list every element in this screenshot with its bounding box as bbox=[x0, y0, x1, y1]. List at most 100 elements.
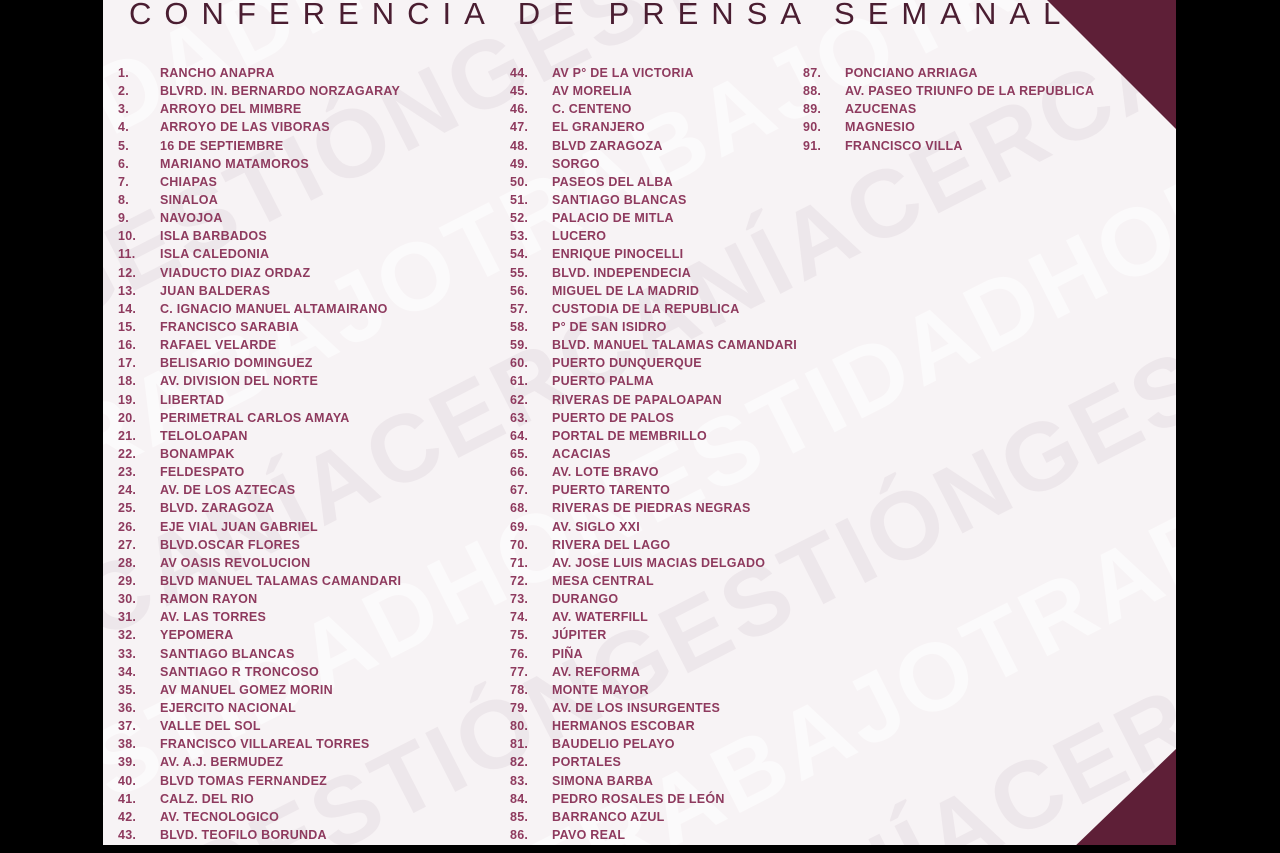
list-item-label: BLVD TOMAS FERNANDEZ bbox=[160, 773, 328, 788]
list-item-number: 15. bbox=[118, 320, 137, 335]
list-item: 3. ARROYO DEL MIMBRE bbox=[118, 100, 401, 118]
list-item: 15. FRANCISCO SARABIA bbox=[118, 318, 401, 336]
list-item-number: 20. bbox=[118, 410, 137, 425]
list-item: 41. CALZ. DEL RIO bbox=[118, 790, 401, 808]
list-item-number: 38. bbox=[118, 737, 137, 752]
list-item-label: BARRANCO AZUL bbox=[552, 809, 665, 824]
list-item-number: 65. bbox=[510, 447, 529, 462]
list-item: 54. ENRIQUE PINOCELLI bbox=[510, 245, 797, 263]
list-item: 36. EJERCITO NACIONAL bbox=[118, 699, 401, 717]
list-item: 48. BLVD ZARAGOZA bbox=[510, 137, 797, 155]
list-item: 66. AV. LOTE BRAVO bbox=[510, 463, 797, 481]
list-item-number: 6. bbox=[118, 156, 129, 171]
list-item-label: BLVD. ZARAGOZA bbox=[160, 501, 275, 516]
list-item: 79. AV. DE LOS INSURGENTES bbox=[510, 699, 797, 717]
list-item: 55. BLVD. INDEPENDECIA bbox=[510, 264, 797, 282]
list-item-number: 16. bbox=[118, 338, 137, 353]
list-item: 17. BELISARIO DOMINGUEZ bbox=[118, 354, 401, 372]
list-item-number: 81. bbox=[510, 737, 529, 752]
list-item-number: 32. bbox=[118, 628, 137, 643]
list-item: 53. LUCERO bbox=[510, 227, 797, 245]
list-item: 73. DURANGO bbox=[510, 590, 797, 608]
list-item-number: 34. bbox=[118, 664, 137, 679]
list-item-number: 46. bbox=[510, 102, 529, 117]
list-item-label: AV. LAS TORRES bbox=[160, 610, 267, 625]
list-item-label: AV. SIGLO XXI bbox=[552, 519, 640, 534]
list-item-label: LIBERTAD bbox=[160, 392, 225, 407]
list-item-number: 60. bbox=[510, 356, 529, 371]
list-item: 21. TELOLOAPAN bbox=[118, 427, 401, 445]
list-item: 7. CHIAPAS bbox=[118, 173, 401, 191]
list-item-label: AV. REFORMA bbox=[552, 664, 641, 679]
list-item-label: BLVD.OSCAR FLORES bbox=[160, 537, 301, 552]
list-item-number: 70. bbox=[510, 537, 529, 552]
list-item-number: 67. bbox=[510, 483, 529, 498]
list-item: 83. SIMONA BARBA bbox=[510, 771, 797, 789]
list-item: 5. 16 DE SEPTIEMBRE bbox=[118, 137, 401, 155]
list-item: 75. JÚPITER bbox=[510, 626, 797, 644]
list-item-label: BONAMPAK bbox=[160, 447, 235, 462]
list-item-label: MARIANO MATAMOROS bbox=[160, 156, 309, 171]
list-item: 62. RIVERAS DE PAPALOAPAN bbox=[510, 391, 797, 409]
list-item-number: 78. bbox=[510, 682, 529, 697]
list-item-label: BLVD MANUEL TALAMAS CAMANDARI bbox=[160, 574, 402, 588]
list-item: 46. C. CENTENO bbox=[510, 100, 797, 118]
list-item: 60. PUERTO DUNQUERQUE bbox=[510, 354, 797, 372]
list-item: 29. BLVD MANUEL TALAMAS CAMANDARI bbox=[118, 572, 401, 590]
list-item-number: 36. bbox=[118, 700, 137, 715]
list-item-number: 22. bbox=[118, 447, 137, 462]
list-item-label: SORGO bbox=[552, 156, 600, 171]
list-item-label: BELISARIO DOMINGUEZ bbox=[160, 356, 313, 371]
list-item-label: P° DE SAN ISIDRO bbox=[552, 320, 667, 335]
list-item-number: 19. bbox=[118, 392, 137, 407]
list-item-label: LUCERO bbox=[552, 229, 607, 244]
list-item: 11. ISLA CALEDONIA bbox=[118, 245, 401, 263]
list-item-label: EJE VIAL JUAN GABRIEL bbox=[160, 519, 318, 534]
list-item-label: PUERTO DUNQUERQUE bbox=[552, 356, 702, 371]
list-item-number: 1. bbox=[118, 66, 129, 81]
list-item: 85. BARRANCO AZUL bbox=[510, 808, 797, 826]
list-item-number: 9. bbox=[118, 211, 129, 226]
list-item-number: 31. bbox=[118, 610, 137, 625]
list-item: 78. MONTE MAYOR bbox=[510, 681, 797, 699]
list-item: 25. BLVD. ZARAGOZA bbox=[118, 499, 401, 517]
list-item-label: RAMON RAYON bbox=[160, 592, 258, 607]
list-item-label: HERMANOS ESCOBAR bbox=[552, 719, 695, 734]
list-item: 76. PIÑA bbox=[510, 645, 797, 663]
list-item-number: 48. bbox=[510, 138, 529, 153]
list-item: 80. HERMANOS ESCOBAR bbox=[510, 717, 797, 735]
list-item: 50. PASEOS DEL ALBA bbox=[510, 173, 797, 191]
list-item-label: MESA CENTRAL bbox=[552, 574, 654, 588]
list-item-number: 18. bbox=[118, 374, 137, 389]
list-item: 71. AV. JOSE LUIS MACIAS DELGADO bbox=[510, 554, 797, 572]
list-item: 82. PORTALES bbox=[510, 753, 797, 771]
list-item-number: 47. bbox=[510, 120, 529, 135]
list-item: 57. CUSTODIA DE LA REPUBLICA bbox=[510, 300, 797, 318]
list-item-number: 23. bbox=[118, 465, 137, 480]
list-item-number: 39. bbox=[118, 755, 137, 770]
list-item-label: PUERTO TARENTO bbox=[552, 483, 671, 498]
list-item: 31. AV. LAS TORRES bbox=[118, 608, 401, 626]
list-item-number: 58. bbox=[510, 320, 529, 335]
list-item-label: AV. WATERFILL bbox=[552, 610, 649, 625]
list-item-label: JÚPITER bbox=[552, 628, 607, 643]
list-item-label: PAVO REAL bbox=[552, 827, 626, 842]
list-item: 42. AV. TECNOLOGICO bbox=[118, 808, 401, 826]
list-item-label: AV. TECNOLOGICO bbox=[160, 809, 280, 824]
press-conference-slide: HONESTIDADHONESTIDADHONESTIDADHONESTIDAD… bbox=[103, 0, 1176, 845]
list-item-number: 63. bbox=[510, 410, 529, 425]
list-item-number: 12. bbox=[118, 265, 137, 280]
list-item: 88. AV. PASEO TRIUNFO DE LA REPUBLICA bbox=[803, 82, 1094, 100]
list-item: 30. RAMON RAYON bbox=[118, 590, 401, 608]
list-item-label: AV P° DE LA VICTORIA bbox=[552, 66, 694, 81]
list-item: 64. PORTAL DE MEMBRILLO bbox=[510, 427, 797, 445]
list-item-number: 88. bbox=[803, 84, 822, 99]
list-item-number: 66. bbox=[510, 465, 529, 480]
list-item: 6. MARIANO MATAMOROS bbox=[118, 155, 401, 173]
list-item-label: MONTE MAYOR bbox=[552, 682, 649, 697]
list-item: 47. EL GRANJERO bbox=[510, 118, 797, 136]
list-item-number: 74. bbox=[510, 610, 529, 625]
list-item-label: FRANCISCO SARABIA bbox=[160, 320, 299, 335]
list-item-label: VIADUCTO DIAZ ORDAZ bbox=[160, 265, 311, 280]
